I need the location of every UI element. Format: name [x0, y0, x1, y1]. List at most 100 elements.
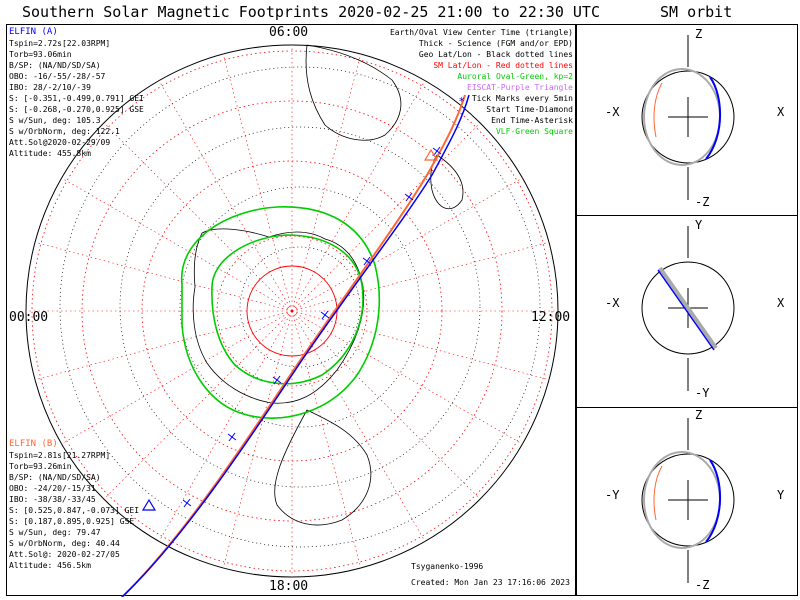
hour-label-left: 00:00 [9, 310, 49, 325]
elfin-a-end-asterisk: * [459, 95, 465, 108]
orbit-plot-xy [641, 226, 735, 391]
sm-lon-line [222, 53, 293, 312]
sm-lon-line [291, 122, 481, 312]
elfin-a-orbit [657, 269, 715, 351]
geo-lat-circle [119, 126, 481, 488]
elfin-a-tick-mark [183, 498, 191, 508]
legend-item: Geo Lat/Lon - Black dotted lines [418, 50, 573, 59]
geo-lat-circle [239, 246, 361, 368]
sm-lon-line [34, 310, 293, 381]
axis-label-top: Z [695, 408, 703, 422]
axis-label-bottom: -Z [695, 195, 710, 209]
elfin-b-line: S w/OrbNorm, deg: 40.44 [9, 539, 120, 548]
elfin-a-tick-mark [273, 375, 281, 385]
auroral-oval-outer [180, 206, 381, 419]
elfin-b-line: S w/Sun, deg: 79.47 [9, 528, 101, 537]
sm-lon-line [103, 122, 293, 312]
elfin-a-track [121, 94, 470, 597]
elfin-a-line: Tspin=2.72s[22.03RPM] [9, 39, 111, 48]
legend-item: SM Lat/Lon - Red dotted lines [433, 61, 573, 70]
footprint-map-frame: * 06:00 00:00 12:00 18:00 ELFIN (A) Tspi… [6, 24, 576, 597]
elfin-b-line: S: [0.187,0.895,0.925] GSE [9, 517, 135, 526]
sm-lon-line [158, 310, 293, 542]
elfin-b-line: Att.Sol@: 2020-02-27/05 [9, 550, 120, 559]
main-title: Southern Solar Magnetic Footprints 2020-… [22, 3, 600, 21]
axis-label-left: -X [605, 296, 620, 310]
legend-item: End Time-Asterisk [491, 116, 573, 125]
geo-lat-circle [59, 66, 541, 548]
elfin-b-line: Altitude: 456.5km [9, 561, 91, 570]
elfin-b-line: S: [0.525,0.847,-0.073] GEI [9, 506, 140, 515]
elfin-b-line: Tspin=2.81s[21.27RPM] [9, 451, 111, 460]
sm-lon-line [291, 310, 523, 445]
elfin-a-line: Att.Sol@2020-02-29/09 [9, 138, 111, 147]
sm-lat-circle [81, 100, 503, 522]
auroral-oval-inner [211, 234, 364, 385]
sm-lon-line [291, 53, 362, 312]
axis-label-left: -Y [605, 488, 620, 502]
legend-item: EISCAT-Purple Triangle [467, 83, 573, 92]
sm-lon-line [158, 80, 293, 312]
sm-lon-line [222, 310, 293, 569]
elfin-a-line: S w/Sun, deg: 105.3 [9, 116, 101, 125]
sm-lon-line [291, 310, 550, 381]
elfin-b-line: B/SP: (NA/ND/SD/SA) [9, 473, 101, 482]
south-america-outline [274, 409, 372, 526]
legend-item: Tick Marks every 5min [471, 94, 573, 103]
footprint-map: * [25, 44, 559, 597]
axis-label-bottom: -Z [695, 578, 710, 592]
axis-label-left: -X [605, 105, 620, 119]
orbit-panel-xy: Y -Y -X X [576, 216, 798, 408]
elfin-a-line: IBO: 28/-2/10/-39 [9, 83, 91, 92]
sm-lon-line [291, 241, 550, 312]
sm-lon-line [291, 177, 523, 312]
new-zealand-outline [430, 154, 464, 210]
sm-lon-line [291, 310, 481, 500]
earth-circle [641, 70, 735, 164]
legend-item: Earth/Oval View Center Time (triangle) [389, 28, 573, 37]
elfin-b-line: OBO: -24/20/-15/31 [9, 484, 96, 493]
elfin-b-orbit [658, 266, 718, 350]
sm-lat-circle [31, 50, 553, 572]
elfin-a-line: S w/OrbNorm, deg: 122.1 [9, 127, 120, 136]
elfin-a-line: OBO: -16/-55/-28/-57 [9, 72, 106, 81]
elfin-a-line: Torb=93.06min [9, 50, 72, 59]
elfin-b-track [120, 94, 466, 597]
geo-lat-circle [179, 186, 421, 428]
elfin-a-line: B/SP: (NA/ND/SD/SA) [9, 61, 101, 70]
sm-lon-line [34, 241, 293, 312]
hour-label-bottom: 18:00 [269, 579, 309, 594]
elfin-b-line: Torb=93.26min [9, 462, 72, 471]
antarctica-outline [192, 228, 365, 404]
elfin-b-line: IBO: -38/38/-33/45 [9, 495, 96, 504]
elfin-a-info: ELFIN (A) Tspin=2.72s[22.03RPM] Torb=93.… [9, 27, 144, 159]
elfin-a-tick-mark [405, 192, 413, 202]
elfin-b-title: ELFIN (B) [9, 439, 58, 449]
axis-label-bottom: -Y [695, 386, 710, 400]
sm-lon-line [61, 177, 293, 312]
axis-label-right: X [777, 296, 785, 310]
elfin-a-tick-mark [321, 310, 329, 320]
created-timestamp: Created: Mon Jan 23 17:16:06 2023 [411, 578, 570, 587]
elfin-a-line: S: [-0.351,-0.499,0.791] GEI [9, 94, 144, 103]
elfin-a-orbit [705, 459, 721, 543]
orbit-panel-yz: Z -Z -Y Y [576, 408, 798, 596]
elfin-a-line: Altitude: 455.8km [9, 149, 91, 158]
elfin-a-tick-mark [363, 256, 371, 266]
sm-lon-line [103, 310, 293, 500]
axis-label-right: Y [777, 488, 785, 502]
axis-label-right: X [777, 105, 785, 119]
orbit-plot-yz [641, 418, 735, 583]
sm-lon-line [291, 310, 362, 569]
elfin-a-tick-mark [228, 432, 236, 442]
elfin-a-center-time-triangle [141, 498, 157, 511]
orbit-panel-title: SM orbit [660, 3, 733, 21]
elfin-a-title: ELFIN (A) [9, 27, 58, 37]
legend: Earth/Oval View Center Time (triangle) T… [390, 27, 573, 137]
sm-lon-line [291, 310, 426, 542]
orbit-plot-xz [641, 35, 735, 200]
legend-item: Auroral Oval-Green, kp=2 [457, 72, 573, 81]
australia-outline [305, 44, 402, 141]
sm-lon-line [61, 310, 293, 445]
earth-circle [641, 453, 735, 547]
